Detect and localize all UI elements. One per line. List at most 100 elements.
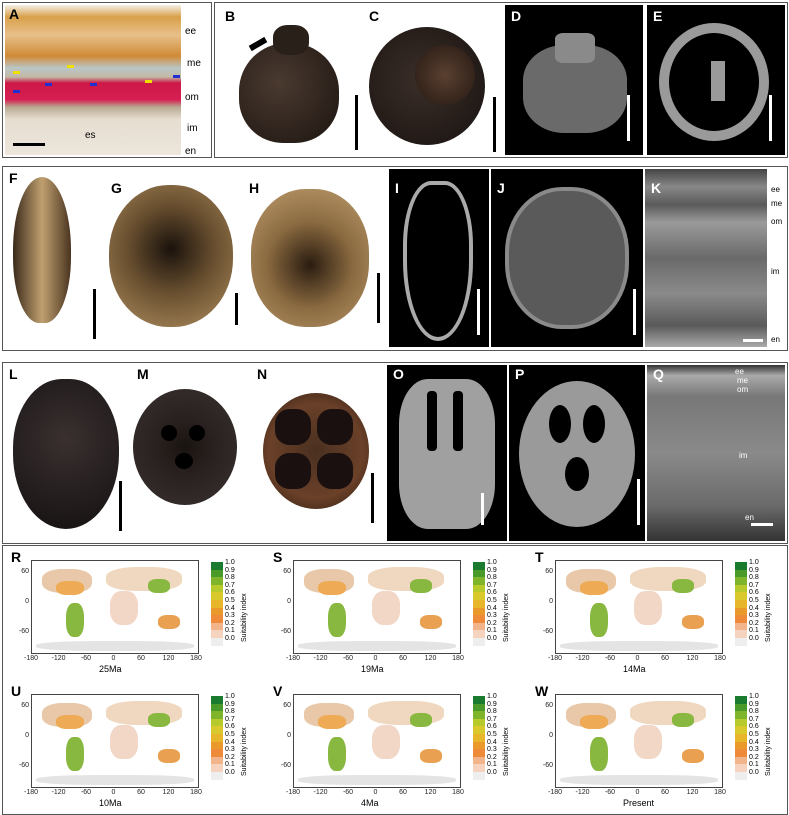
age-label: 4Ma <box>361 798 379 808</box>
arrow-marker-blue <box>13 90 20 93</box>
arrow-marker-yellow <box>13 71 20 74</box>
landmass <box>672 579 694 593</box>
y-tick-label: 60 <box>21 568 29 575</box>
colorbar-title: Suitability index <box>765 593 772 642</box>
y-tick-label: -60 <box>18 628 29 635</box>
x-tick-label: -60 <box>604 789 616 796</box>
landmass <box>630 567 706 591</box>
suitability-map <box>555 694 723 788</box>
arrow-marker-yellow <box>67 65 74 68</box>
colorbar-segment <box>473 562 485 570</box>
es-tag: es <box>85 130 96 141</box>
landmass <box>682 615 704 629</box>
colorbar-segment <box>211 615 223 623</box>
panel-label-p: P <box>515 366 525 382</box>
scale-bar <box>235 293 238 325</box>
colorbar-segment <box>473 584 485 593</box>
landmass <box>560 775 718 785</box>
colorbar-tick-label: 0.2 <box>225 619 235 627</box>
colorbar-segment <box>473 577 485 585</box>
landmass <box>368 567 444 591</box>
colorbar-segment <box>473 622 485 631</box>
arrow-marker-blue <box>90 83 97 86</box>
colorbar-segment <box>735 584 747 593</box>
y-tick-label: -60 <box>18 762 29 769</box>
landmass <box>298 775 456 785</box>
panel-p-ct-scan <box>509 365 645 541</box>
scale-bar <box>371 473 374 523</box>
colorbar-tick-label: 0.0 <box>487 635 497 642</box>
colorbar-segment <box>735 771 747 780</box>
ee-tag: ee <box>735 367 744 376</box>
panel-label-r: R <box>11 549 22 565</box>
age-label: Present <box>623 798 655 808</box>
colorbar-tick-label: 0.1 <box>225 627 235 635</box>
colorbar-segment <box>211 584 223 593</box>
landmass <box>328 737 346 771</box>
colorbar-tick-label: 0.1 <box>749 761 759 769</box>
x-tick-label: -180 <box>547 789 562 796</box>
colorbar-tick-label: 0.0 <box>225 769 235 776</box>
x-tick-label: -60 <box>342 655 354 662</box>
panel-label-o: O <box>393 366 404 382</box>
landmass <box>158 749 180 763</box>
x-tick-label: -60 <box>604 655 616 662</box>
panel-label-t: T <box>535 549 544 565</box>
map-panel-t: T 60 0 -60 -180 -120 -60 0 60 120 180 14Ma 1.0 0.9 0.8… <box>527 546 787 678</box>
colorbar-tick-label: 0.7 <box>749 715 759 723</box>
y-tick-label: -60 <box>280 762 291 769</box>
colorbar-segment <box>735 599 747 608</box>
x-tick-label: -180 <box>23 655 38 662</box>
colorbar-segment <box>211 764 223 772</box>
panel-d-ct-scan <box>505 5 643 155</box>
colorbar-tick-label: 0.4 <box>487 604 497 612</box>
colorbar-segment <box>735 562 747 570</box>
colorbar <box>211 562 223 646</box>
arrow-marker-yellow <box>145 80 152 83</box>
colorbar-tick-label: 0.3 <box>749 746 759 754</box>
y-tick-label: 0 <box>287 598 291 605</box>
om-tag: om <box>185 92 199 103</box>
landmass <box>368 701 444 725</box>
x-tick-label: -180 <box>547 655 562 662</box>
landmass <box>372 591 400 625</box>
landmass <box>634 591 662 625</box>
panel-k-sem-image <box>645 169 767 347</box>
colorbar-tick-label: 0.6 <box>225 589 235 597</box>
age-label: 14Ma <box>623 664 646 674</box>
colorbar-tick-label: 0.4 <box>749 738 759 746</box>
panels-f-k-frame: F G H I J K ee me om im en <box>2 166 788 351</box>
colorbar-tick-label: 0.2 <box>487 753 497 761</box>
colorbar-tick-label: 0.7 <box>225 715 235 723</box>
colorbar-tick-label: 0.1 <box>487 627 497 635</box>
colorbar-tick-label: 0.0 <box>225 635 235 642</box>
colorbar-segment <box>473 703 485 712</box>
x-tick-label: 120 <box>424 789 437 796</box>
colorbar-tick-label: 0.2 <box>225 753 235 761</box>
y-tick-label: 60 <box>21 702 29 709</box>
colorbar-segment <box>211 599 223 608</box>
panel-q-sem-image <box>647 365 785 541</box>
colorbar-tick-label: 0.9 <box>749 700 759 708</box>
colorbar-segment <box>735 577 747 585</box>
colorbar-segment <box>735 569 747 578</box>
colorbar-segment <box>211 741 223 750</box>
scale-bar <box>633 289 636 335</box>
x-tick-label: 180 <box>190 655 202 662</box>
y-tick-label: 60 <box>545 702 553 709</box>
landmass <box>36 775 194 785</box>
suitability-map <box>293 560 461 654</box>
panel-h-seed-photo <box>243 169 383 347</box>
panel-f-seed-photo <box>5 169 103 347</box>
panel-e-ct-scan <box>647 5 785 155</box>
map-panel-v: V 60 0 -60 -180 -120 -60 0 60 120 180 4Ma 1.0 0.9 0.8 0… <box>265 680 525 812</box>
landmass <box>410 579 432 593</box>
panel-label-w: W <box>535 683 549 699</box>
me-tag: me <box>771 199 783 208</box>
landmass <box>682 749 704 763</box>
landmass <box>318 581 346 595</box>
colorbar-tick-label: 0.8 <box>749 574 759 582</box>
y-tick-label: 0 <box>25 732 29 739</box>
colorbar-tick-label: 1.0 <box>225 559 235 566</box>
landmass <box>110 591 138 625</box>
